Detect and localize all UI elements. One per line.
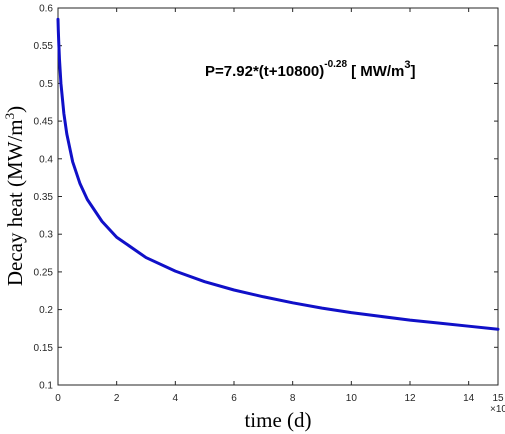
formula-units-close: ] — [411, 63, 416, 80]
x-axis-title: time (d) — [244, 408, 311, 432]
x-ticks: 0 2 4 6 8 10 12 14 — [55, 8, 499, 404]
x-tick-label: 0 — [55, 393, 61, 404]
y-tick-label: 0.25 — [34, 267, 54, 278]
series-layer — [56, 17, 500, 331]
x-tick-label: 14 — [463, 393, 475, 404]
formula-exponent: -0.28 — [324, 59, 347, 70]
y-tick-label: 0.5 — [39, 79, 53, 90]
x-tick-label: 10 — [346, 393, 358, 404]
y-tick-label: 0.3 — [39, 230, 53, 241]
y-axis-title: Decay heat (MW/m3) — [2, 106, 27, 286]
x-tick-label: 8 — [290, 393, 296, 404]
y-axis-title-main: Decay heat (MW/m — [3, 119, 27, 286]
formula-prefix: P=7.92*(t+10800) — [205, 63, 324, 80]
y-tick-label: 0.35 — [34, 192, 54, 203]
x-tick-label: 4 — [173, 393, 179, 404]
y-tick-label: 0.1 — [39, 381, 53, 392]
formula-units-exp: 3 — [404, 59, 410, 71]
x-tick-label: 6 — [231, 393, 237, 404]
formula-annotation: P=7.92*(t+10800)-0.28 [ MW/m3] — [205, 59, 416, 80]
y-tick-label: 0.55 — [34, 41, 54, 52]
y-axis-title-close: ) — [3, 106, 27, 113]
y-tick-label: 0.6 — [39, 4, 53, 15]
y-tick-label: 0.4 — [39, 154, 53, 165]
x-multiplier-base: ×10 — [490, 404, 505, 415]
y-axis-title-sup: 3 — [2, 113, 17, 120]
series-line — [56, 17, 500, 331]
x-multiplier: ×105 — [490, 404, 505, 415]
y-ticks: 0.1 0.15 0.2 0.25 0.3 0.35 0.4 0.45 0.5 0.55 0.6 — [34, 4, 498, 392]
formula-units-open: [ MW/m — [351, 63, 404, 80]
y-tick-label: 0.2 — [39, 305, 53, 316]
x-tick-label: 2 — [114, 393, 120, 404]
x-end-tick-label: 15 — [492, 393, 504, 404]
y-tick-label: 0.15 — [34, 343, 54, 354]
x-tick-label: 12 — [404, 393, 416, 404]
y-tick-label: 0.45 — [34, 117, 54, 128]
